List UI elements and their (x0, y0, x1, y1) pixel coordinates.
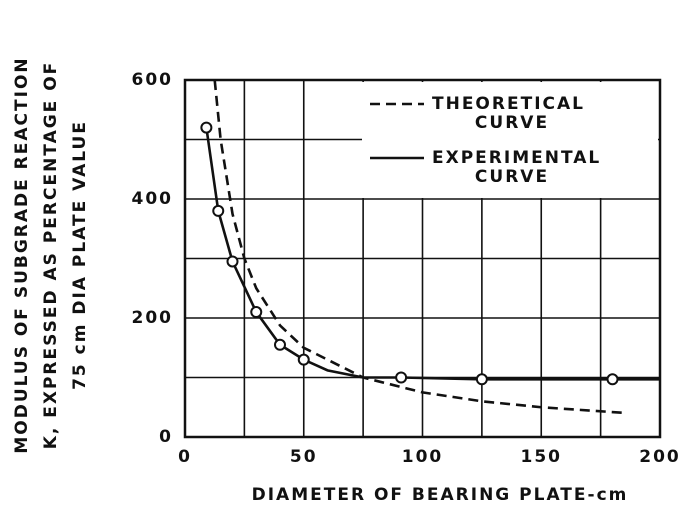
data-point (226, 255, 239, 268)
data-point (200, 121, 213, 134)
y-tick-label: 200 (132, 308, 174, 328)
legend-box (362, 82, 658, 198)
y-tick-label: 600 (132, 70, 174, 90)
y-axis-label: MODULUS OF SUBGRADE REACTION (12, 56, 32, 453)
legend-label: CURVE (475, 167, 549, 187)
legend-label: THEORETICAL (432, 94, 585, 114)
x-axis-label: DIAMETER OF BEARING PLATE-cm (252, 485, 629, 505)
data-point (212, 204, 225, 217)
x-tick-label: 100 (402, 447, 444, 467)
data-point (274, 338, 286, 351)
x-tick-label: 150 (521, 447, 563, 467)
x-tick-label: 200 (639, 447, 681, 467)
y-tick-label: 0 (159, 427, 173, 447)
y-axis-label: K, EXPRESSED AS PERCENTAGE OF (41, 61, 61, 450)
x-tick-label: 50 (290, 447, 318, 467)
legend-label: EXPERIMENTAL (432, 148, 601, 168)
data-point (606, 373, 619, 386)
data-point (297, 353, 310, 366)
x-tick-label: 0 (178, 447, 192, 467)
data-point (250, 306, 263, 319)
y-tick-label: 400 (132, 189, 174, 209)
data-point (395, 371, 408, 384)
plot-frame (183, 78, 662, 439)
y-axis-label: 75 cm DIA PLATE VALUE (70, 120, 90, 390)
data-point (475, 373, 488, 386)
line (213, 79, 625, 415)
legend-label: CURVE (475, 113, 549, 133)
